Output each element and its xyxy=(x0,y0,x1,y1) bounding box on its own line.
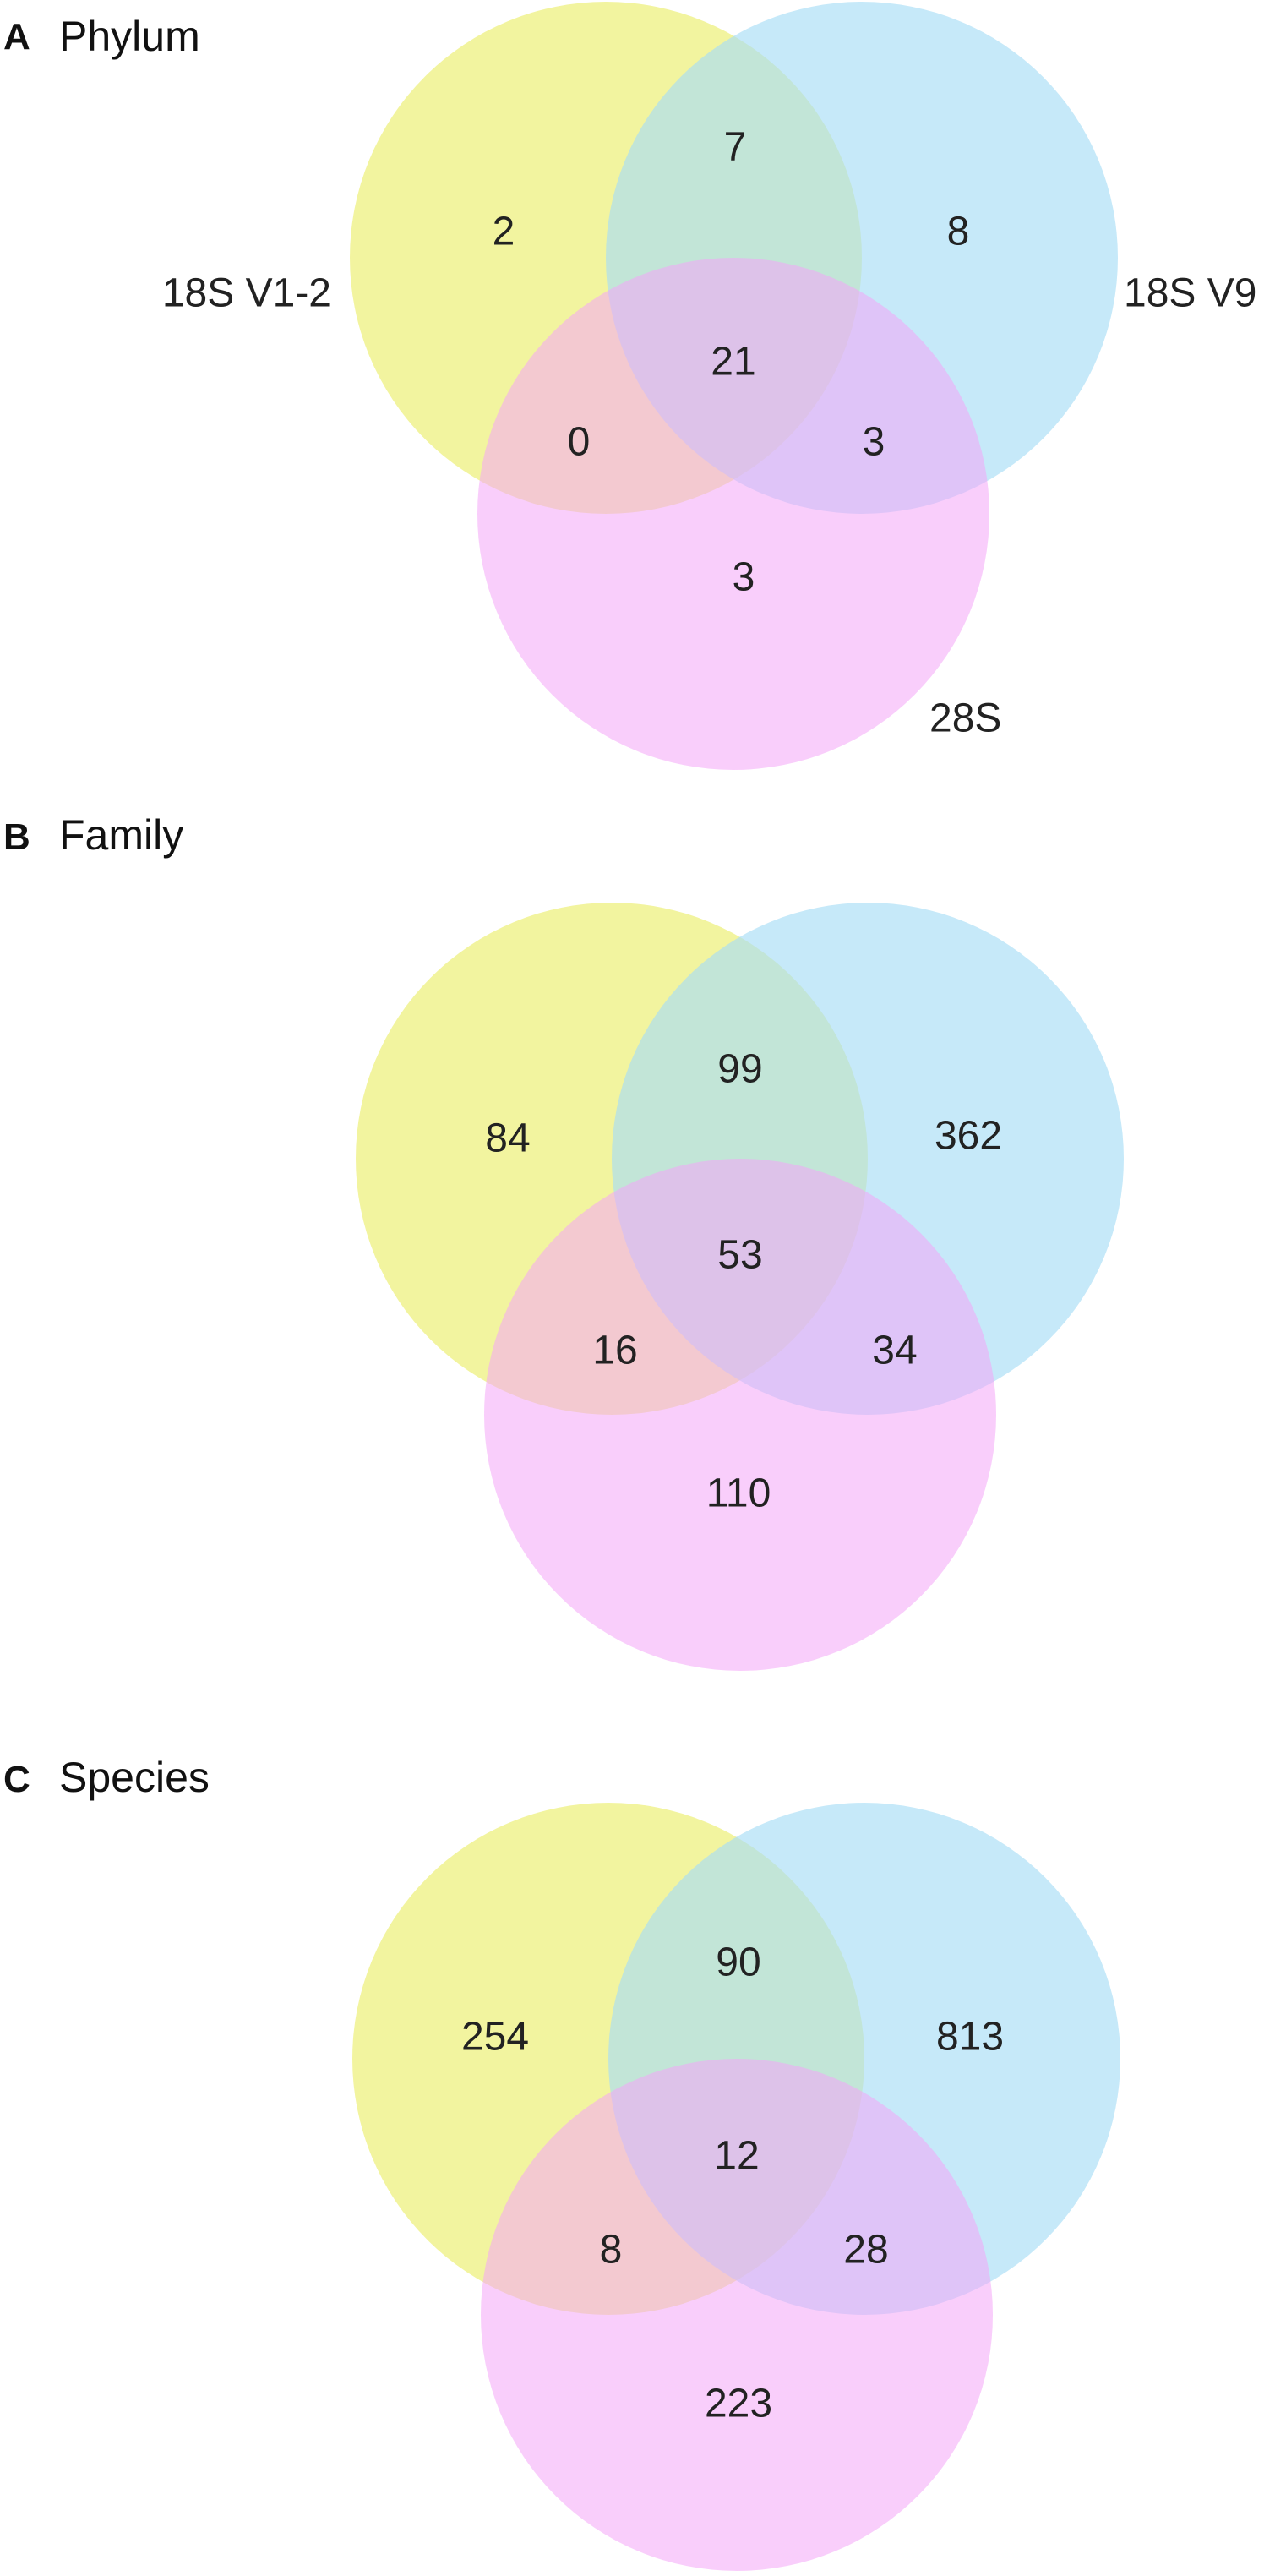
count-all-three: 53 xyxy=(717,1233,762,1278)
count-only-18s-v1-2: 2 xyxy=(493,210,515,254)
count-18s-v9-and-28s: 28 xyxy=(843,2228,888,2273)
circle-28s xyxy=(481,2059,993,2571)
count-only-18s-v9: 813 xyxy=(936,2015,1004,2060)
panel-c: C Species 254 90 813 12 8 28 223 xyxy=(3,1754,1120,2571)
count-18s-v9-and-28s: 3 xyxy=(863,420,885,465)
count-only-28s: 110 xyxy=(706,1471,771,1516)
count-only-18s-v9: 8 xyxy=(947,210,970,254)
label-18s-v9: 18S V9 xyxy=(1124,271,1256,316)
panel-b: B Family 84 99 362 53 16 34 110 xyxy=(3,811,1124,1671)
count-18s-v1-2-and-28s: 0 xyxy=(568,420,591,465)
count-all-three: 21 xyxy=(711,340,755,385)
label-28s: 28S xyxy=(929,696,1001,741)
panel-b-title: Family xyxy=(59,811,183,859)
count-all-three: 12 xyxy=(714,2134,759,2179)
count-18s-v1-2-and-28s: 16 xyxy=(592,1329,637,1373)
count-only-18s-v1-2: 254 xyxy=(461,2015,529,2060)
circle-28s xyxy=(484,1159,996,1671)
count-only-18s-v9: 362 xyxy=(935,1114,1002,1159)
panel-b-letter: B xyxy=(3,816,30,858)
count-only-28s: 223 xyxy=(705,2382,772,2426)
count-18s-v9-and-28s: 34 xyxy=(872,1329,917,1373)
panel-c-title: Species xyxy=(59,1754,210,1801)
panel-a-letter: A xyxy=(3,16,30,57)
count-18s-v1-2-and-v9: 7 xyxy=(724,125,747,170)
label-18s-v1-2: 18S V1-2 xyxy=(162,271,331,316)
count-only-18s-v1-2: 84 xyxy=(485,1116,530,1161)
count-18s-v1-2-and-v9: 99 xyxy=(717,1047,762,1092)
count-only-28s: 3 xyxy=(733,555,755,600)
panel-a: A Phylum 2 7 8 21 0 3 3 18S V1-2 18S V9 … xyxy=(3,2,1256,770)
count-18s-v1-2-and-v9: 90 xyxy=(716,1940,760,1985)
circle-28s xyxy=(477,258,989,770)
panel-a-title: Phylum xyxy=(59,13,200,60)
count-18s-v1-2-and-28s: 8 xyxy=(600,2228,623,2273)
panel-c-letter: C xyxy=(3,1759,30,1800)
